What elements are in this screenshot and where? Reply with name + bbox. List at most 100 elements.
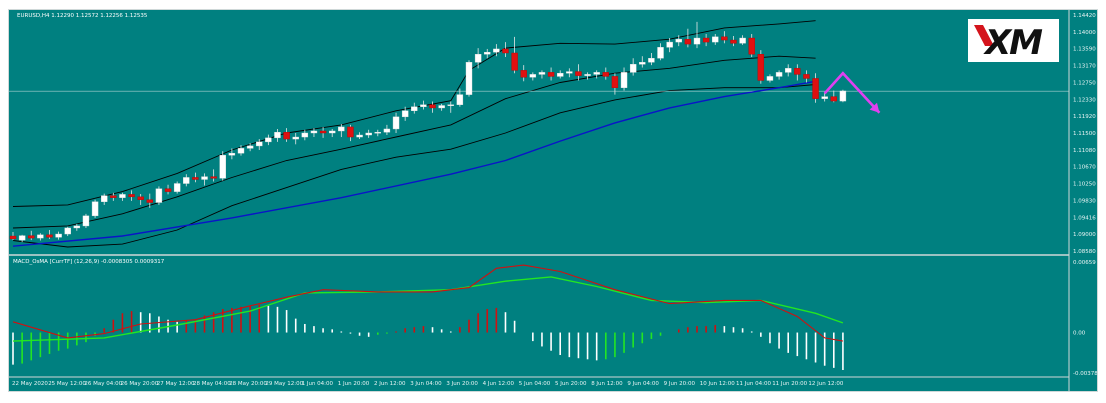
candle-body-bull [274,131,281,139]
candle [292,133,299,145]
candle [256,139,263,150]
candle-body-bull [639,62,646,65]
price-tick-label: 1.09830 [1073,198,1096,204]
candle-body-bear [547,72,555,77]
candle [128,190,135,201]
candle [775,70,783,80]
candle-body-bull [712,36,719,43]
candle [110,192,117,201]
candle-body-bull [648,58,655,63]
time-tick-label: 29 May 12:00 [265,381,303,387]
candle [675,35,682,47]
time-tick-label: 26 May 04:00 [84,381,122,387]
indicator-tick-label: -0.00378 [1073,371,1097,377]
candle [310,128,318,138]
candle [629,58,637,76]
candle [666,38,673,53]
candle-body-bear [146,199,154,203]
candle [839,89,847,103]
time-tick-label: 25 May 12:00 [48,381,86,387]
candle-body-bull [456,94,464,105]
candle-body-bull [657,47,664,59]
candle [785,64,792,77]
time-tick-label: 28 May 20:00 [229,381,267,387]
candle [356,132,363,140]
price-tick-label: 1.11500 [1073,131,1096,137]
bollinger-lower-line [12,84,816,248]
candle-body-bull [438,105,445,109]
candle-body-bear [137,196,144,200]
price-tick-label: 1.11080 [1073,148,1096,154]
candle-body-bull [292,136,299,140]
candle [210,169,217,182]
signal-line [12,276,844,342]
candle [474,48,482,69]
candle [730,36,737,47]
candle [137,194,144,205]
candle [164,184,172,195]
candle [274,128,281,142]
candle-body-bull [775,72,783,77]
candle-body-bear [812,78,819,99]
price-tick-label: 1.14420 [1073,13,1096,19]
candle [757,50,765,84]
candle-body-bull [484,51,491,55]
candle [183,174,190,187]
candle-body-bull [201,176,208,180]
candle-body-bull [374,131,381,134]
time-tick-label: 3 Jun 20:00 [446,381,478,387]
candle [684,28,692,48]
candle [192,172,199,183]
xm-logo-mark [974,25,994,46]
candle-body-bear [757,53,765,81]
candle-body-bear [28,235,35,239]
candle-body-bull [411,106,418,111]
candle-body-bull [675,39,682,43]
candle-body-bull [301,132,309,138]
price-tick-label: 1.12330 [1073,97,1096,103]
bollinger-middle-line [12,55,816,229]
candle-body-bull [82,215,90,227]
candle-body-bull [329,130,336,134]
candle [201,173,208,186]
time-tick-label: 12 Jun 12:00 [808,381,843,387]
candle-body-bull [538,72,546,75]
price-tick-label: 1.10250 [1073,182,1096,188]
candle [712,33,719,45]
candle-body-bear [684,39,692,45]
candle [319,126,327,138]
candle-body-bull [821,96,828,99]
candle [511,36,518,74]
price-tick-label: 1.13170 [1073,64,1096,70]
candle [91,199,99,218]
indicator-tick-label: 0.00659 [1073,260,1096,266]
candle-body-bear [9,235,17,240]
candle [401,106,409,121]
price-tick-label: 1.12750 [1073,80,1096,86]
candle [721,31,728,44]
candle [693,21,701,49]
candle-body-bull [219,155,226,179]
candle [438,103,445,111]
candle-body-bull [365,132,372,136]
symbol-info: EURUSD,H4 1.12290 1.12572 1.12256 1.1253… [17,13,148,19]
candle-body-bear [611,76,619,88]
candle [593,70,600,79]
macd-line [12,264,843,342]
candle [739,35,746,45]
candle [73,223,81,231]
candle [119,192,126,201]
candle [329,128,336,138]
candle-body-bear [128,194,135,198]
forecast-arrow-path [823,71,881,114]
candle-body-bull [383,128,391,133]
price-tick-label: 1.08580 [1073,249,1096,255]
time-tick-label: 1 Jun 04:00 [302,381,334,387]
candle [484,48,491,59]
candle-body-bull [785,68,792,73]
candle [374,129,381,137]
candle-body-bear [192,177,199,180]
candle-body-bear [830,96,837,102]
chart-svg[interactable]: 1.14420 1.14000 1.13590 1.13170 1.12750 1.123… [9,10,1098,391]
candle [429,101,436,113]
